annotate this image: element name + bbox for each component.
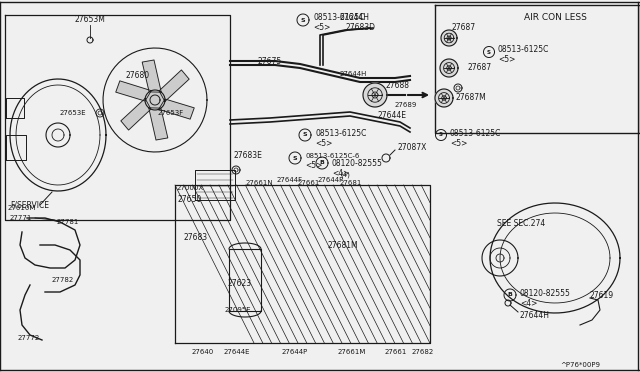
Text: 27675: 27675: [258, 58, 282, 67]
Text: 27681: 27681: [340, 180, 362, 186]
Text: 27619: 27619: [590, 291, 614, 299]
Text: 27688: 27688: [385, 80, 409, 90]
Text: 27661M: 27661M: [338, 349, 366, 355]
Text: 27681M: 27681M: [328, 241, 358, 250]
Text: 27653E: 27653E: [60, 110, 86, 116]
Text: 27772: 27772: [18, 335, 40, 341]
Text: 27650: 27650: [177, 196, 201, 205]
Text: S: S: [301, 17, 305, 22]
Text: 27653F: 27653F: [158, 110, 184, 116]
Text: <5>: <5>: [450, 138, 467, 148]
Text: 27644H: 27644H: [520, 311, 550, 320]
Text: 27661: 27661: [385, 349, 408, 355]
Text: 27000X: 27000X: [177, 185, 204, 191]
Polygon shape: [145, 90, 165, 110]
Text: 08513-6125C-6: 08513-6125C-6: [305, 153, 360, 159]
Text: 27087X: 27087X: [397, 144, 426, 153]
Text: 27644F: 27644F: [277, 177, 303, 183]
Text: 27683E: 27683E: [233, 151, 262, 160]
Text: <5>: <5>: [498, 55, 515, 64]
Text: <5>: <5>: [315, 138, 332, 148]
Text: 27623: 27623: [228, 279, 252, 289]
Text: 27640: 27640: [192, 349, 214, 355]
Text: 27683D: 27683D: [345, 23, 375, 32]
Text: 08513-6125C: 08513-6125C: [498, 45, 549, 55]
Text: S: S: [439, 132, 443, 138]
Text: 27644E: 27644E: [377, 110, 406, 119]
Text: 27687: 27687: [467, 64, 491, 73]
Text: 27095E: 27095E: [225, 307, 252, 313]
Text: 27687: 27687: [452, 23, 476, 32]
Polygon shape: [159, 99, 194, 119]
Text: 27661: 27661: [298, 180, 321, 186]
Text: 27644E: 27644E: [224, 349, 250, 355]
Text: <5>: <5>: [313, 23, 330, 32]
Text: 27653M: 27653M: [75, 16, 106, 25]
Text: 27644P: 27644P: [282, 349, 308, 355]
Polygon shape: [148, 108, 168, 140]
Text: 27687M: 27687M: [456, 93, 487, 103]
Text: S: S: [303, 132, 307, 138]
Text: 08513-6125C: 08513-6125C: [450, 128, 501, 138]
Text: ^P76*00P9: ^P76*00P9: [560, 362, 600, 368]
Text: F/SERVICE: F/SERVICE: [10, 201, 49, 209]
Text: <5>: <5>: [305, 161, 323, 170]
Text: <4>: <4>: [332, 169, 349, 177]
Text: 27781: 27781: [57, 219, 79, 225]
Text: 08513-6125C: 08513-6125C: [313, 13, 364, 22]
Text: 08513-6125C: 08513-6125C: [315, 128, 366, 138]
Polygon shape: [435, 89, 453, 107]
Text: 27689: 27689: [395, 102, 417, 108]
Polygon shape: [363, 83, 387, 107]
Text: <4>: <4>: [520, 298, 538, 308]
Text: 27644H: 27644H: [340, 13, 370, 22]
Text: 27680: 27680: [125, 71, 149, 80]
Text: (4): (4): [340, 172, 350, 178]
Polygon shape: [142, 60, 161, 92]
Polygon shape: [441, 30, 457, 46]
Text: 27644H: 27644H: [340, 71, 367, 77]
Text: 27644P: 27644P: [318, 177, 344, 183]
Text: 27782: 27782: [52, 277, 74, 283]
Text: 27771: 27771: [10, 215, 33, 221]
Text: S: S: [292, 155, 298, 160]
Polygon shape: [159, 70, 189, 102]
Polygon shape: [116, 81, 151, 101]
Polygon shape: [440, 59, 458, 77]
Text: B: B: [508, 292, 513, 298]
Text: S: S: [487, 49, 491, 55]
Text: 27683: 27683: [184, 232, 208, 241]
Text: 08120-82555: 08120-82555: [332, 158, 383, 167]
Text: 27610M: 27610M: [8, 205, 36, 211]
Text: SEE SEC.274: SEE SEC.274: [497, 218, 545, 228]
Text: 08120-82555: 08120-82555: [520, 289, 571, 298]
Text: 27682: 27682: [412, 349, 435, 355]
Text: 27661N: 27661N: [246, 180, 274, 186]
Polygon shape: [121, 99, 151, 130]
Text: B: B: [319, 160, 324, 166]
Text: AIR CON LESS: AIR CON LESS: [524, 13, 587, 22]
